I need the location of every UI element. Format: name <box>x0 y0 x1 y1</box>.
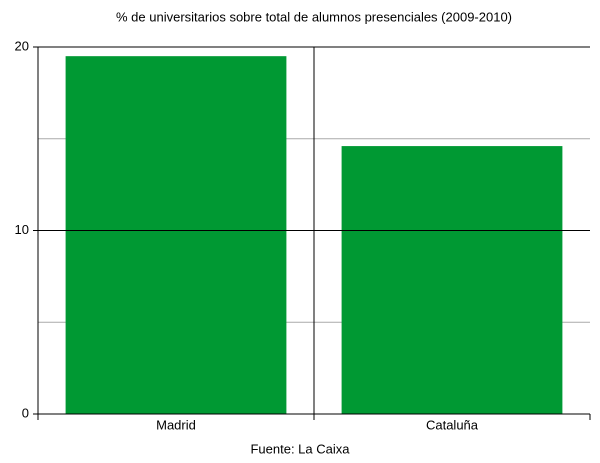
chart-source: Fuente: La Caixa <box>250 441 350 456</box>
bar <box>341 146 563 414</box>
y-tick-label: 10 <box>15 222 29 237</box>
x-tick-label: Cataluña <box>426 417 479 432</box>
x-tick-label: Madrid <box>156 417 196 432</box>
bar <box>65 56 287 415</box>
y-tick-label: 0 <box>22 405 29 420</box>
y-tick-label: 20 <box>15 38 29 53</box>
chart-title: % de universitarios sobre total de alumn… <box>116 9 512 24</box>
